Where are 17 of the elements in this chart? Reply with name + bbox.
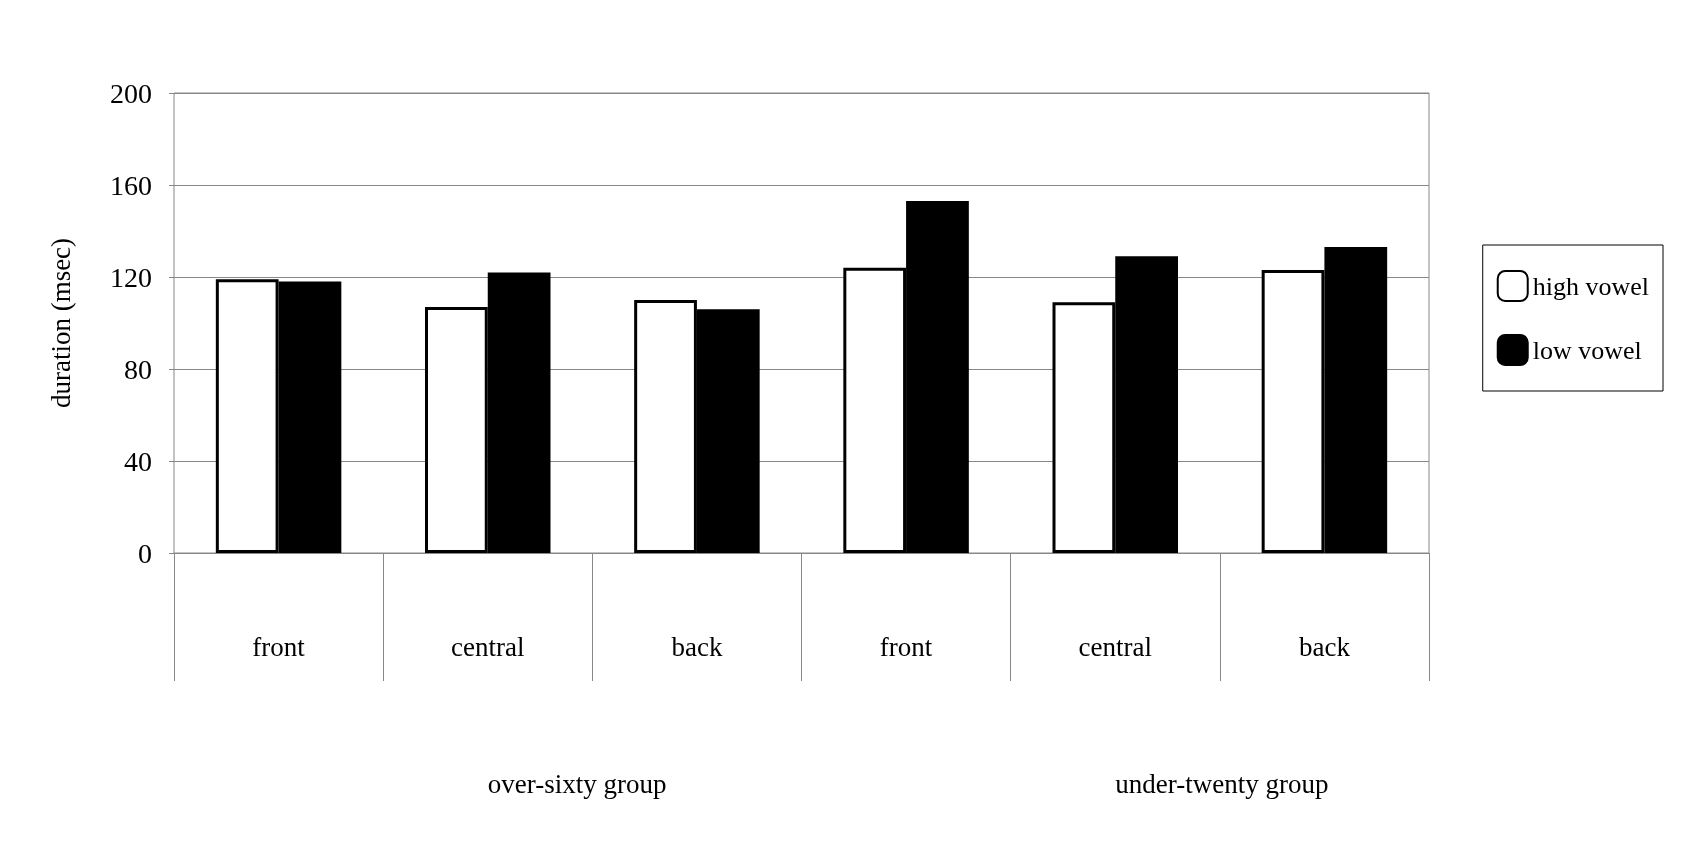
y-tick-label: 120 <box>110 261 152 293</box>
legend-label: high vowel <box>1532 271 1649 301</box>
y-axis-title: duration (msec) <box>45 237 76 409</box>
text: under-twenty group <box>1115 768 1329 799</box>
x-tick-label: central <box>451 631 525 662</box>
x-tick-label: back <box>1298 631 1351 662</box>
y-tick-label: 200 <box>110 77 152 109</box>
x-tick-label: back <box>671 631 723 662</box>
x-tick-label: front <box>252 631 306 662</box>
x-tick-label: front <box>879 631 933 662</box>
y-tick-label: 80 <box>124 353 152 385</box>
y-tick-label: 160 <box>110 169 152 201</box>
text: over-sixty group <box>487 768 667 799</box>
y-tick-label: 40 <box>124 445 152 477</box>
x-tick-label: central <box>1078 631 1152 662</box>
legend-label: low vowel <box>1532 335 1642 365</box>
y-tick-label: 0 <box>138 537 152 569</box>
